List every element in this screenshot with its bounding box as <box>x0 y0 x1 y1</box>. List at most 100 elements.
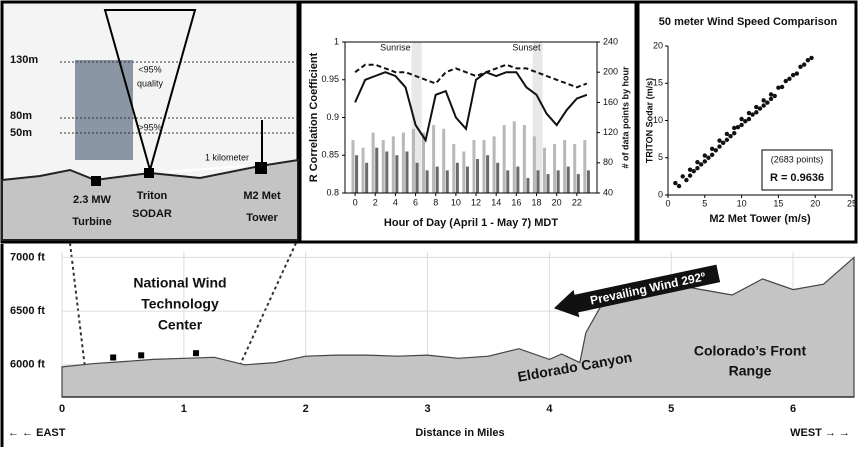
bar <box>422 133 425 193</box>
point <box>809 56 813 60</box>
point <box>699 162 703 166</box>
bar <box>486 155 489 193</box>
y2-axis-label: # of data points by hour <box>620 66 630 168</box>
site-marker <box>138 352 144 358</box>
y2-tick-label: 160 <box>603 97 618 107</box>
x-tick-label: 6 <box>413 197 418 207</box>
point <box>703 153 707 157</box>
bar <box>476 159 479 193</box>
bar <box>526 178 529 193</box>
x-tick-label: 15 <box>773 198 783 208</box>
point <box>692 169 696 173</box>
x-tick-label: 10 <box>451 197 461 207</box>
y2-tick-label: 200 <box>603 67 618 77</box>
x-tick-label: 2 <box>303 403 309 415</box>
distance-label: 1 kilometer <box>205 152 249 162</box>
bar <box>583 140 586 193</box>
y-tick-label: 0 <box>658 189 663 199</box>
point <box>806 58 810 62</box>
bar <box>365 163 368 193</box>
point <box>688 173 692 177</box>
bar <box>382 140 385 193</box>
point <box>725 132 729 136</box>
bar <box>446 170 449 193</box>
bar <box>543 148 546 193</box>
y-tick-label: 1 <box>334 36 339 46</box>
y-tick-label: 0.8 <box>326 187 339 197</box>
x-tick-label: 18 <box>532 197 542 207</box>
direction-label: WEST → → <box>790 427 850 439</box>
x-tick-label: 4 <box>393 197 398 207</box>
point <box>776 86 780 90</box>
x-tick-label: 5 <box>702 198 707 208</box>
bar <box>516 167 519 193</box>
site-marker <box>193 350 199 356</box>
site-marker <box>91 176 101 186</box>
annotation: Colorado’s Front <box>694 343 807 359</box>
y-tick-label: 6500 ft <box>10 305 45 317</box>
bar <box>372 133 375 193</box>
point <box>725 138 729 142</box>
height-label: 130m <box>10 54 38 66</box>
bar <box>506 170 509 193</box>
bar <box>432 125 435 193</box>
x-tick-label: 25 <box>847 198 857 208</box>
height-label: 80m <box>10 110 32 122</box>
y2-tick-label: 120 <box>603 127 618 137</box>
bar <box>385 151 388 193</box>
zoom-line <box>240 243 296 365</box>
site-label: Triton <box>137 190 168 202</box>
bar <box>523 125 526 193</box>
point <box>743 119 747 123</box>
y-tick-label: 15 <box>653 78 663 88</box>
point <box>721 141 725 145</box>
bar <box>533 136 536 193</box>
point <box>780 85 784 89</box>
bar <box>351 140 354 193</box>
x-tick-label: 12 <box>471 197 481 207</box>
x-tick-label: 22 <box>572 197 582 207</box>
bar <box>483 140 486 193</box>
annotation: Sunrise <box>380 42 411 52</box>
point <box>695 160 699 164</box>
bar <box>355 155 358 193</box>
bar <box>405 151 408 193</box>
point <box>758 106 762 110</box>
quality-label: >95% <box>138 122 161 132</box>
annotation: (2683 points) <box>771 154 824 164</box>
schematic: 130m 80m 50m <95% quality >95% 1 kilomet… <box>2 2 298 242</box>
point <box>736 125 740 129</box>
y2-tick-label: 240 <box>603 36 618 46</box>
x-axis-label: Hour of Day (April 1 - May 7) MDT <box>384 217 558 229</box>
x-tick-label: 16 <box>511 197 521 207</box>
x-tick-label: 14 <box>491 197 501 207</box>
bar <box>426 170 429 193</box>
site-label: M2 Met <box>243 190 281 202</box>
bar <box>442 129 445 193</box>
annotation: Range <box>729 363 772 379</box>
point <box>706 156 710 160</box>
x-tick-label: 2 <box>373 197 378 207</box>
chart-title: 50 meter Wind Speed Comparison <box>659 16 838 28</box>
point <box>739 117 743 121</box>
y-tick-label: 0.95 <box>321 74 339 84</box>
bar <box>456 163 459 193</box>
site-label: Turbine <box>72 216 112 228</box>
annotation: National Wind <box>133 275 226 291</box>
x-tick-label: 3 <box>424 403 430 415</box>
bar <box>412 129 415 193</box>
bar <box>496 163 499 193</box>
point <box>750 112 754 116</box>
point <box>673 181 677 185</box>
bar <box>577 174 580 193</box>
point <box>717 144 721 148</box>
bar <box>557 170 560 193</box>
bar <box>563 140 566 193</box>
figure: 130m 80m 50m <95% quality >95% 1 kilomet… <box>0 0 858 449</box>
bar <box>392 136 395 193</box>
x-axis-label: Distance in Miles <box>415 427 504 439</box>
bar <box>402 133 405 193</box>
point <box>732 126 736 130</box>
y-axis-label: TRITON Sodar (m/s) <box>644 78 654 163</box>
point <box>703 159 707 163</box>
